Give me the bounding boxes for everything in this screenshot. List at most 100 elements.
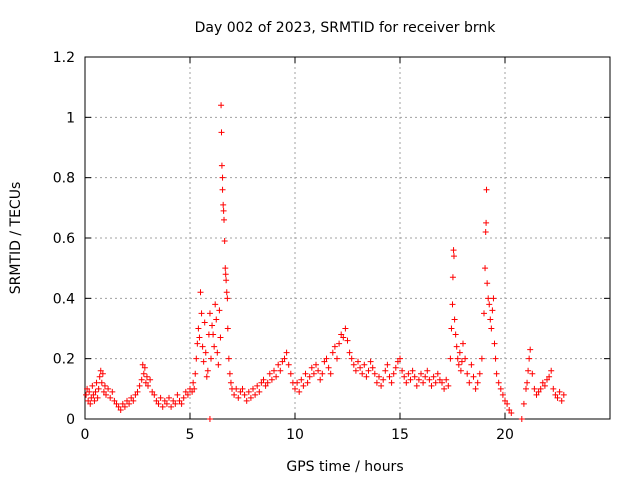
data-point [541,382,548,389]
data-point [218,102,225,109]
data-point [172,400,179,407]
data-point [212,301,219,308]
x-tick-labels: 0 5 10 15 20 [81,427,514,443]
data-point [436,376,443,383]
data-point [190,379,197,386]
data-point [134,388,141,395]
data-point [283,349,290,356]
data-point [317,376,324,383]
data-point [193,355,200,362]
data-point [411,373,418,380]
data-point [488,325,495,332]
data-point [279,358,286,365]
data-point [182,388,189,395]
data-point [558,397,565,404]
data-point [401,373,408,380]
data-point [140,370,147,377]
data-point [445,382,452,389]
data-point [450,247,457,254]
data-point [117,406,124,413]
data-point [256,388,263,395]
data-point [202,349,209,356]
data-point [88,394,95,401]
data-point [535,388,542,395]
x-tick-label: 15 [391,427,409,443]
data-point [128,394,135,401]
data-point [192,370,199,377]
data-point [239,385,246,392]
data-point [357,364,364,371]
data-point [277,367,284,374]
data-point [439,379,445,386]
data-point [191,385,198,392]
data-point [415,376,422,383]
data-point [432,379,439,386]
gridlines [85,57,610,419]
data-point [85,397,92,404]
data-point [138,376,145,383]
data-point [472,385,479,392]
data-point [298,376,305,383]
x-tick-label: 0 [81,427,90,443]
data-point [482,228,489,235]
data-point [180,394,187,401]
data-point [422,373,429,380]
data-point [455,361,462,368]
data-point [273,373,280,380]
data-point [101,382,108,389]
data-point [198,310,205,317]
data-point [453,343,460,350]
data-point [413,382,420,389]
data-point [552,391,559,398]
data-point [489,307,496,314]
data-point [323,355,330,362]
data-point [470,373,477,380]
data-point [336,340,343,347]
data-point [264,379,271,386]
data-point [462,355,469,362]
data-point [296,388,303,395]
data-point [546,373,553,380]
data-point [111,397,118,404]
data-point [241,391,248,398]
x-tick-label: 5 [186,427,195,443]
data-point [281,355,288,362]
data-point [313,361,319,368]
data-point [211,343,218,350]
data-point [486,301,493,308]
data-point [518,416,525,422]
data-point [426,376,433,383]
data-point [178,400,185,407]
x-tick-label: 20 [496,427,514,443]
data-point [220,207,227,214]
data-point [504,400,511,407]
data-point [325,364,332,371]
data-point [424,367,431,374]
data-point [90,391,97,398]
data-point [215,361,222,368]
data-point [155,400,162,407]
data-point [136,382,143,389]
data-point [554,394,561,401]
data-point [483,186,490,193]
data-point [89,382,96,389]
data-point [195,325,202,332]
data-point [334,355,340,362]
data-point [225,355,232,362]
data-point [492,355,499,362]
data-point [454,355,461,362]
data-point [159,403,166,410]
data-point [544,376,550,383]
data-point [287,370,294,377]
data-point [319,370,326,377]
data-point [219,174,226,181]
data-point [361,361,368,368]
y-tick-label: 0.2 [53,352,75,368]
data-point [294,379,301,386]
data-point [115,403,122,410]
data-point [219,186,226,193]
data-point [223,289,230,296]
data-point [260,376,267,383]
data-point [222,265,229,272]
data-point [526,355,533,362]
